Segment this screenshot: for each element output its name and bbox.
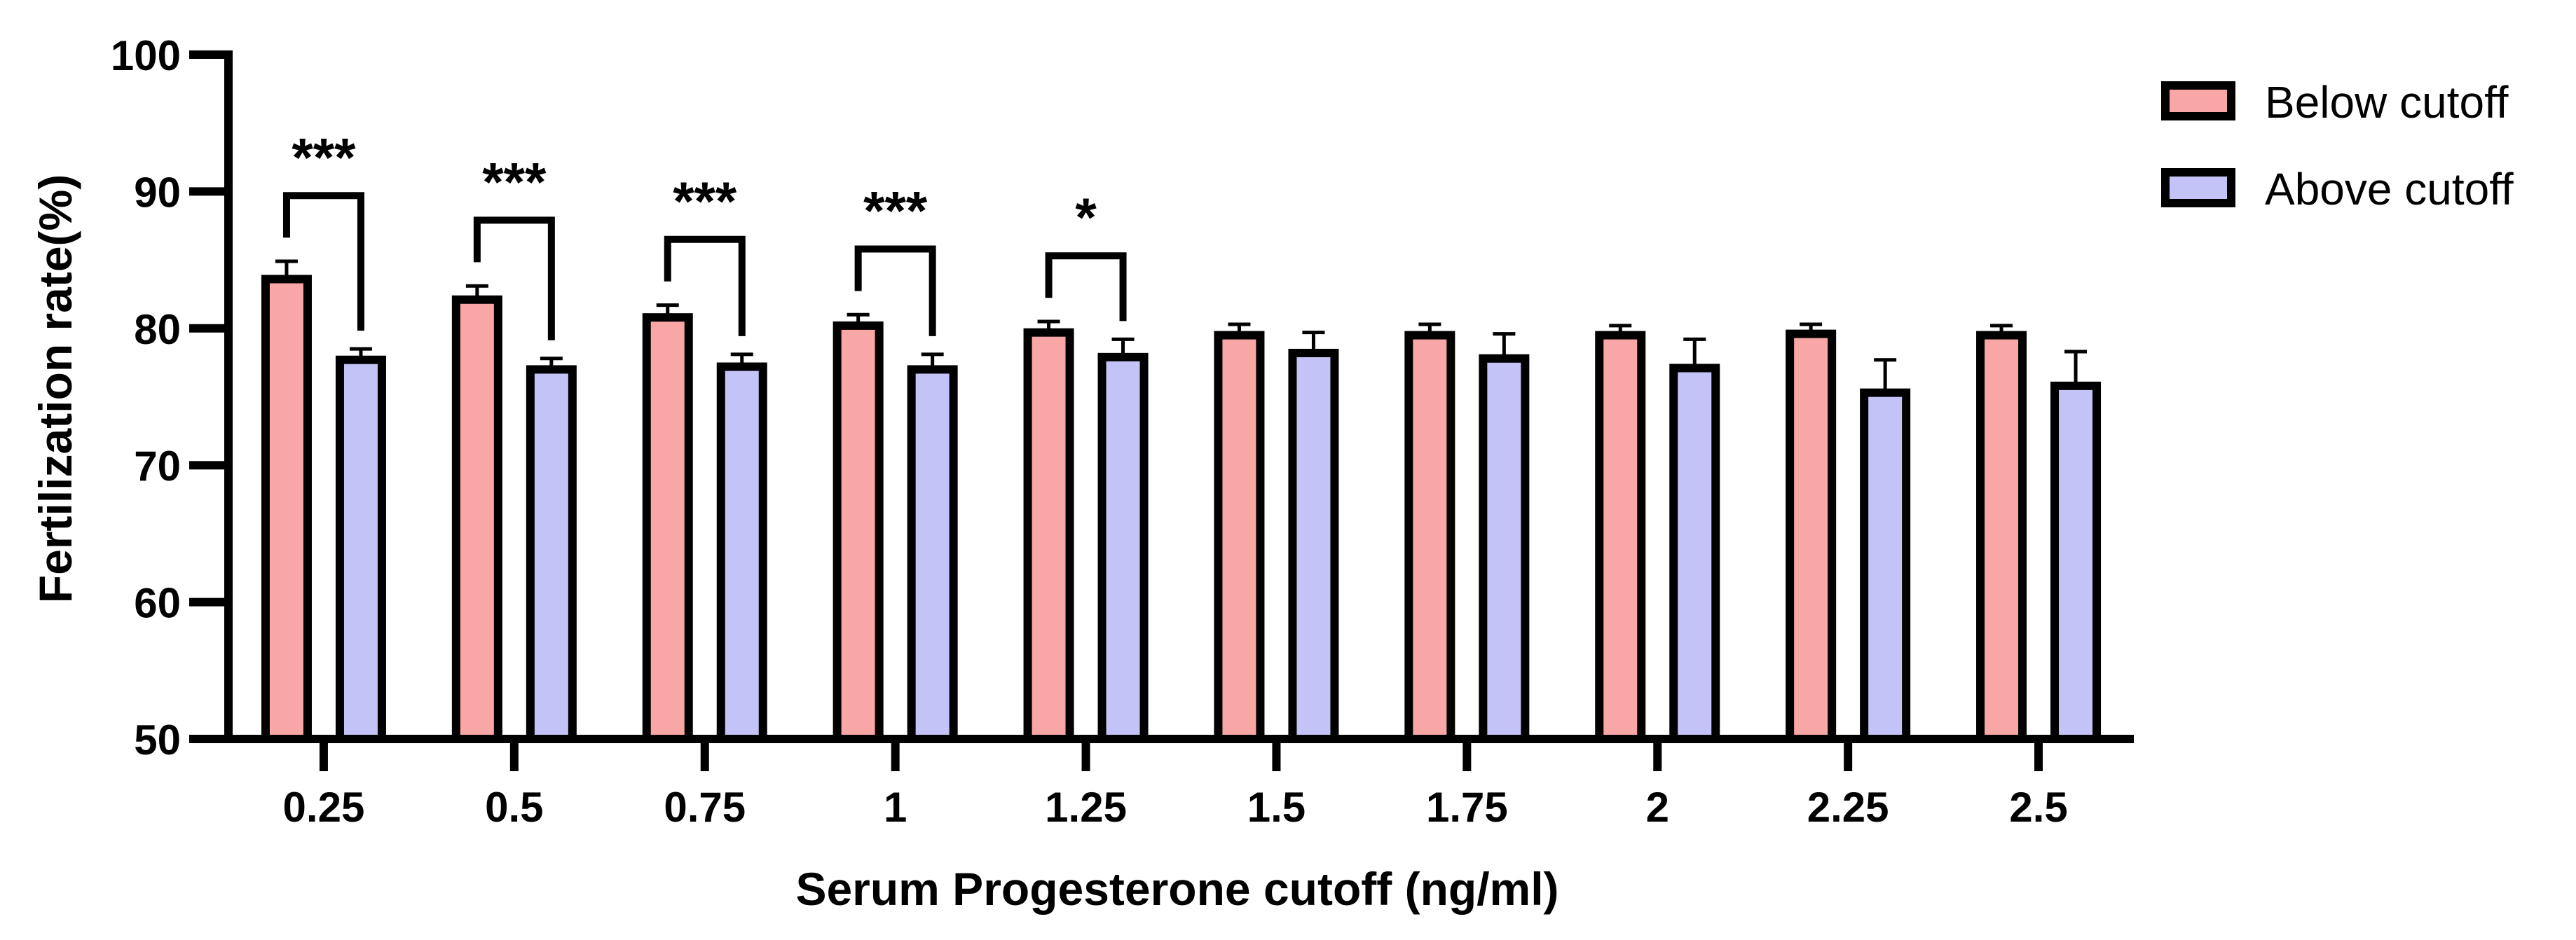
bar-above-cutoff <box>1860 388 1911 743</box>
legend-label-below: Below cutoff <box>2265 77 2509 127</box>
bar-below-cutoff <box>1595 331 1646 743</box>
significance-bracket <box>1045 252 1127 322</box>
significance-label: *** <box>863 179 928 241</box>
bar-above-cutoff <box>1479 354 1530 743</box>
y-tick-label: 60 <box>134 580 181 627</box>
bar-above-cutoff <box>1288 348 1339 743</box>
bar-above-cutoff <box>335 355 386 743</box>
bars <box>261 259 2102 744</box>
x-tick-label: 1.5 <box>1247 784 1306 831</box>
x-tick-label: 2.25 <box>1807 784 1889 831</box>
bar-above-cutoff <box>716 362 767 743</box>
significance-brackets: *** *** *** *** * <box>282 126 1127 340</box>
x-tick-label: 1 <box>884 784 907 831</box>
significance-label: *** <box>482 151 547 212</box>
legend-swatch-above <box>2161 168 2235 207</box>
y-tick-label: 50 <box>134 717 181 763</box>
bar-below-cutoff <box>1214 331 1265 743</box>
y-tick-label: 70 <box>134 443 181 490</box>
x-tick-label: 1.25 <box>1045 784 1127 831</box>
y-tick-label: 80 <box>134 306 181 353</box>
x-tick-label: 2 <box>1646 784 1669 831</box>
legend-swatch-below <box>2161 81 2235 120</box>
bar-below-cutoff <box>642 313 693 743</box>
significance-bracket <box>854 245 936 336</box>
y-axis-title: Fertilization rate(%) <box>29 174 81 603</box>
bar-below-cutoff <box>261 275 312 743</box>
x-tick-label: 2.5 <box>2009 784 2067 831</box>
bar-below-cutoff <box>1786 329 1837 743</box>
y-tick-label: 90 <box>134 169 181 216</box>
bar-above-cutoff <box>2050 381 2102 743</box>
x-tick-label: 0.5 <box>485 784 543 831</box>
bar-below-cutoff <box>451 295 502 743</box>
legend: Below cutoff Above cutoff <box>2161 77 2514 214</box>
bar-above-cutoff <box>1669 364 1720 743</box>
x-tick-label: 0.75 <box>664 784 746 831</box>
x-axis-title: Serum Progesterone cutoff (ng/ml) <box>795 863 1558 915</box>
significance-label: *** <box>673 170 737 232</box>
significance-label: *** <box>292 126 356 188</box>
legend-label-above: Above cutoff <box>2265 164 2514 214</box>
x-tick-label: 1.75 <box>1426 784 1508 831</box>
x-tick-label: 0.25 <box>283 784 365 831</box>
bar-below-cutoff <box>1976 331 2027 743</box>
bar-above-cutoff <box>1097 352 1149 744</box>
bar-above-cutoff <box>907 365 958 743</box>
significance-bracket <box>473 216 555 340</box>
bar-below-cutoff <box>1023 328 1074 743</box>
bar-below-cutoff <box>833 321 884 743</box>
significance-label: * <box>1075 186 1097 248</box>
bar-above-cutoff <box>526 365 577 743</box>
bar-below-cutoff <box>1404 331 1455 743</box>
significance-bracket <box>282 192 364 331</box>
significance-bracket <box>664 235 746 336</box>
y-tick-label: 100 <box>111 32 181 79</box>
